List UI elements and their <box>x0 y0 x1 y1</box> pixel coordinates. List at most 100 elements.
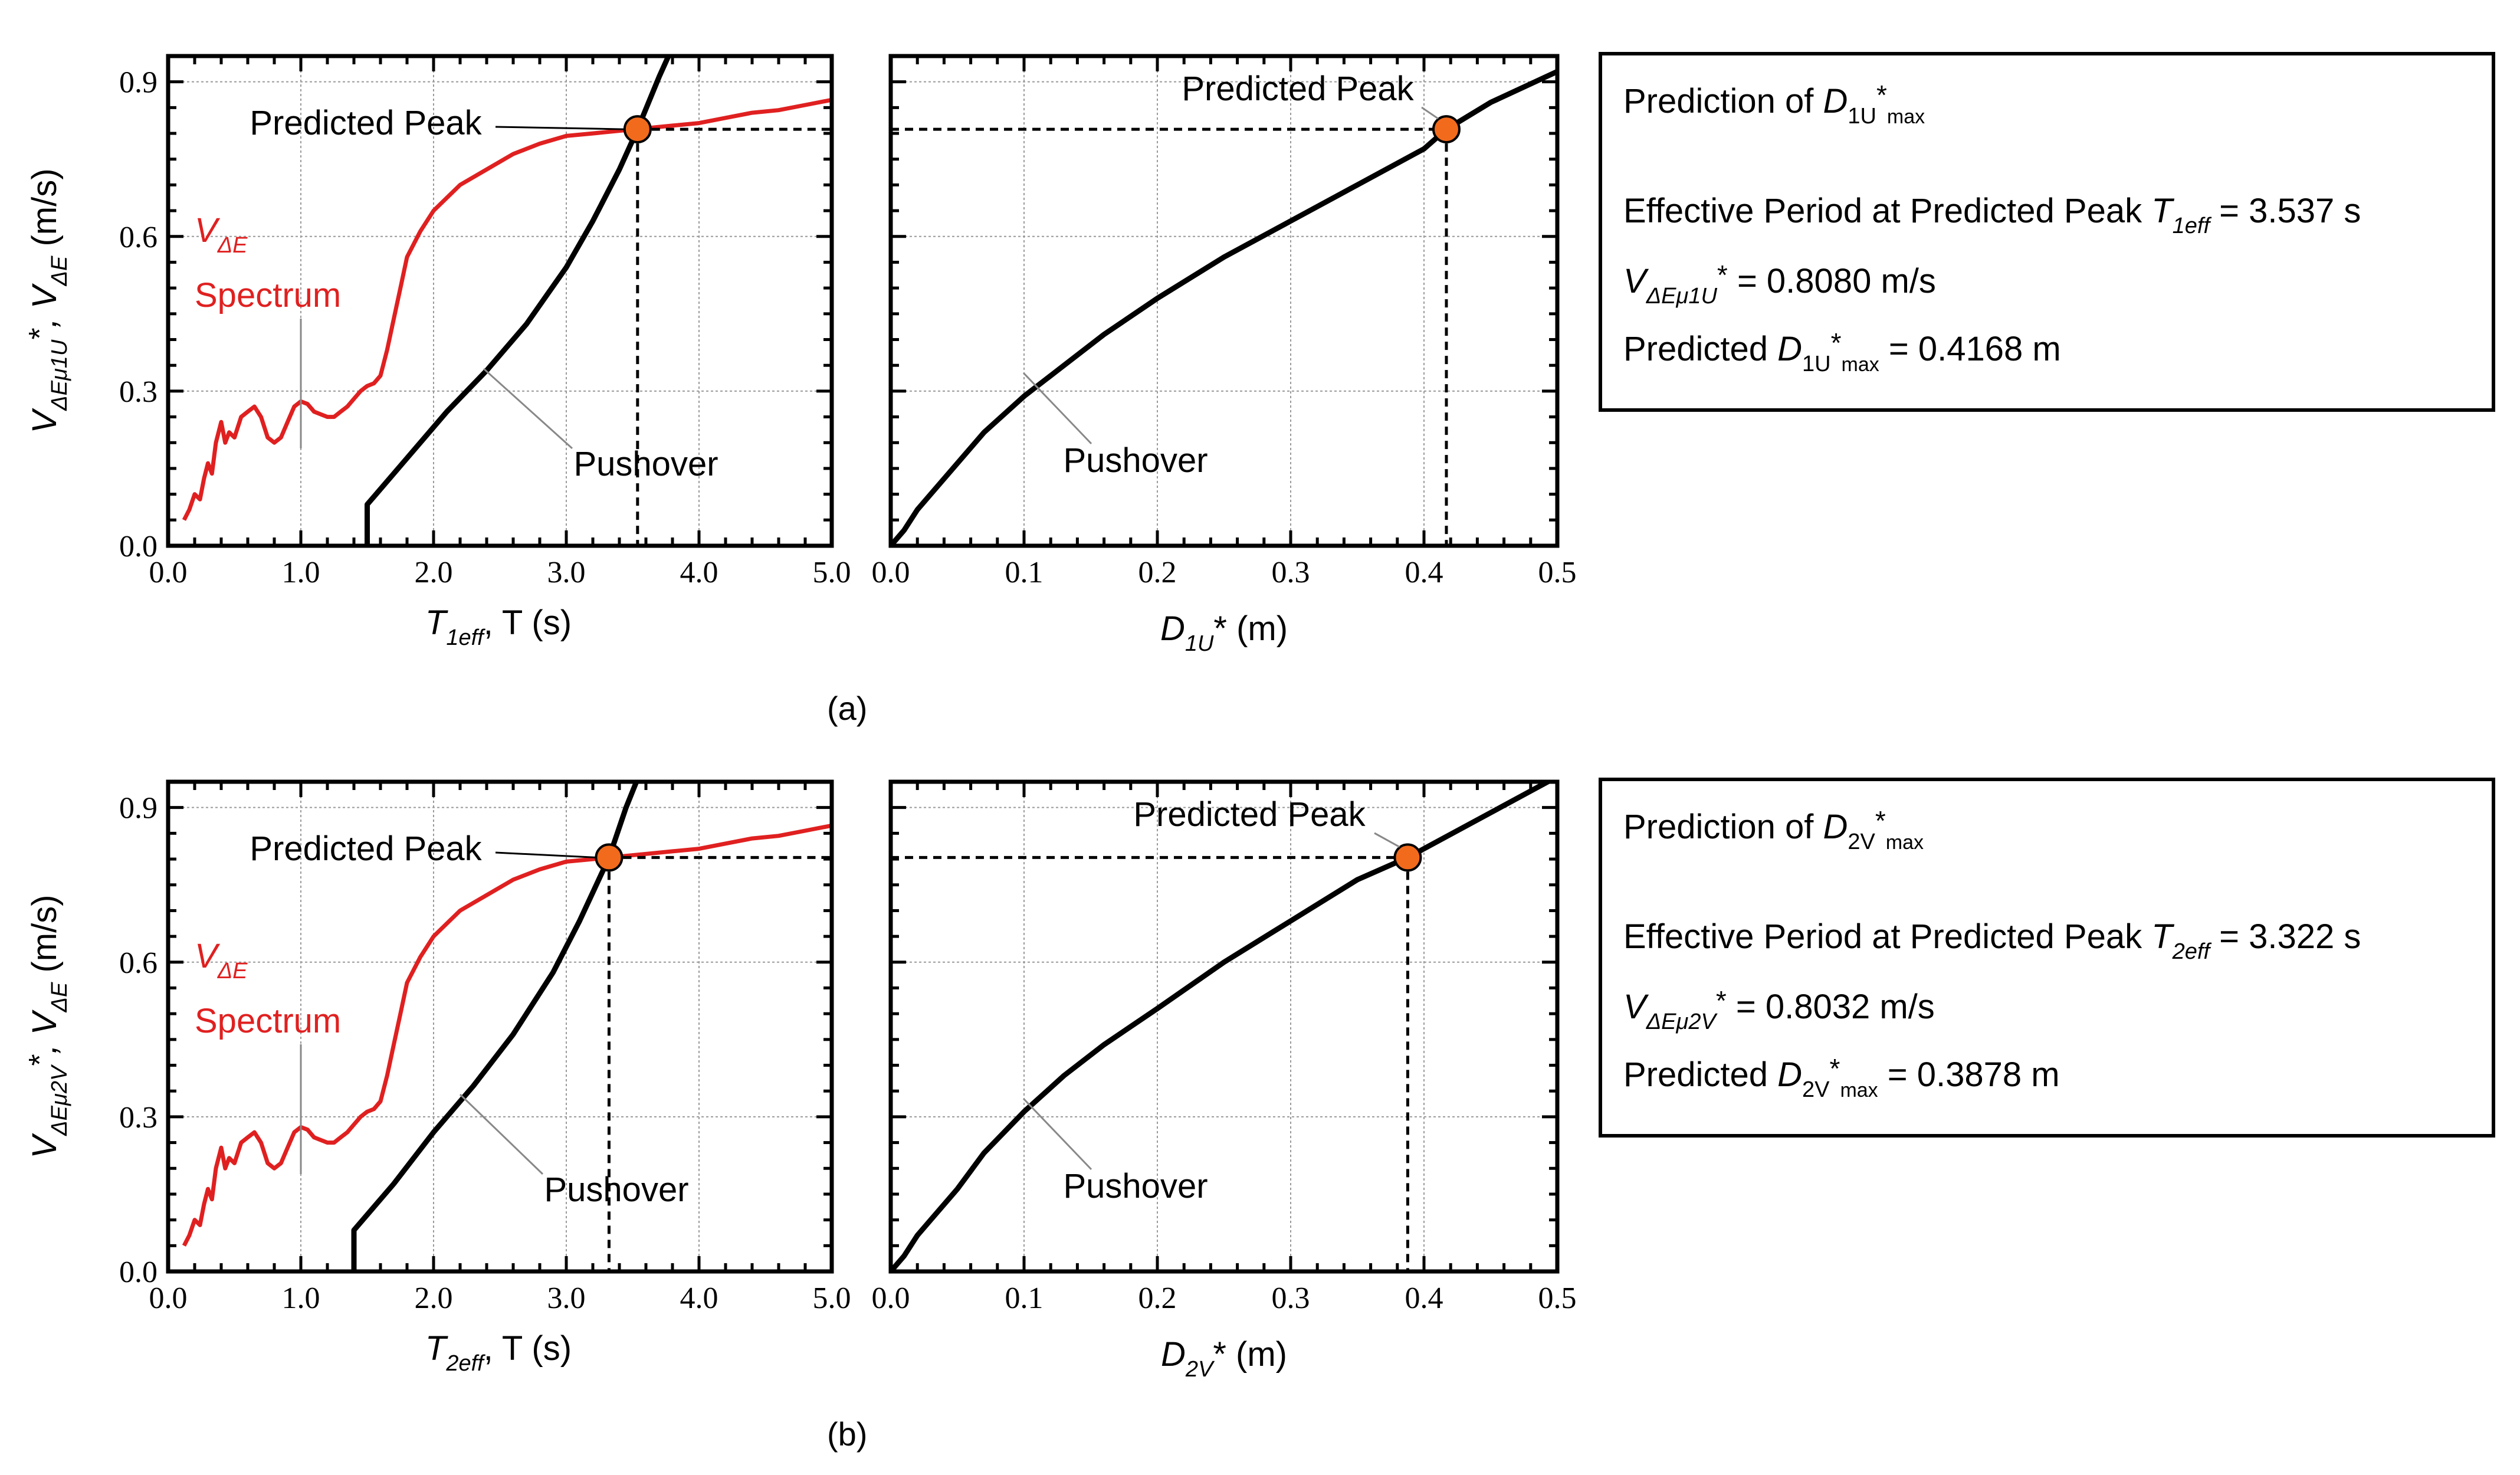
pushover-label-right: Pushover <box>1063 441 1208 480</box>
left-x-axis-label-part: 1eff <box>446 625 485 650</box>
spectrum-line <box>182 97 832 521</box>
left-y-axis-label-part: V <box>25 1133 64 1159</box>
right-x-axis-label-part: D <box>1161 1335 1186 1374</box>
peak-leader-right <box>1421 106 1439 120</box>
predicted-peak-label-right-part: Predicted Peak <box>1133 795 1366 834</box>
plot-frame <box>166 54 834 548</box>
x-tick-label-part: 4.0 <box>680 1281 718 1315</box>
y-tick-label-part: 0.9 <box>119 66 158 100</box>
left-x-axis-label-part: T <box>425 1329 448 1368</box>
x-tick-label-part: 3.0 <box>547 1281 586 1315</box>
left-y-axis-label-part: (m/s) <box>25 894 64 982</box>
info-velocity-b: VΔEμ2V* = 0.8032 m/s <box>1623 985 1935 1034</box>
predicted-peak-marker <box>623 115 652 144</box>
left-y-axis-label-part: (m/s) <box>25 168 64 255</box>
y-tick-label: 0.0 <box>119 1256 158 1289</box>
pushover-leader-right <box>1022 372 1092 445</box>
predicted-peak-label: Predicted Peak <box>250 104 482 142</box>
x-tick-label-part: 0.2 <box>1138 556 1177 589</box>
x-tick-label: 3.0 <box>547 1281 586 1315</box>
left-x-axis-label-part: , T (s) <box>484 604 572 642</box>
x-tick-label: 3.0 <box>547 556 586 589</box>
pushover-line <box>891 782 1554 1271</box>
info-predicted-b: Predicted D2V*max = 0.3878 m <box>1623 1053 2060 1102</box>
y-tick-label: 0.6 <box>119 221 158 254</box>
right-x-axis-label: D2V* (m) <box>1161 1335 1287 1382</box>
plot-0 <box>166 54 834 548</box>
spectrum-symbol: VΔE <box>195 937 248 984</box>
x-tick-label-part: 2.0 <box>415 556 453 589</box>
right-x-axis-label-part: D <box>1160 609 1185 648</box>
pushover-label: Pushover <box>544 1171 688 1209</box>
x-tick-label: 0.1 <box>1005 1281 1044 1315</box>
pushover-label-right: Pushover <box>1063 1167 1208 1205</box>
left-y-axis-label-part: * <box>23 1054 57 1066</box>
peak-leader-right <box>1374 832 1400 848</box>
x-tick-label: 4.0 <box>680 1281 718 1315</box>
info-period-a: Effective Period at Predicted Peak T1eff… <box>1623 192 2361 238</box>
left-y-axis-label-part: ΔE <box>47 255 72 286</box>
x-tick-label: 0.1 <box>1005 556 1044 589</box>
x-tick-label-part: 5.0 <box>813 1281 851 1315</box>
spectrum-label: Spectrum <box>195 276 341 314</box>
pushover-label-part: Pushover <box>573 445 718 483</box>
right-x-axis-label-part: 2V <box>1185 1357 1215 1382</box>
spectrum-line <box>182 823 832 1247</box>
x-tick-label: 0.4 <box>1405 556 1443 589</box>
right-x-axis-label: D1U* (m) <box>1160 609 1288 656</box>
left-y-axis-label-part: , V <box>25 1009 64 1054</box>
pushover-line <box>351 782 639 1271</box>
spectrum-symbol-part: V <box>195 937 221 975</box>
x-tick-label: 0.0 <box>872 1281 910 1315</box>
y-tick-label-part: 0.3 <box>119 375 158 409</box>
left-y-axis-label-part: ΔEμ1U <box>47 339 72 411</box>
x-tick-label: 0.4 <box>1405 1281 1443 1315</box>
x-tick-label-part: 0.3 <box>1272 1281 1310 1315</box>
spectrum-symbol-part: ΔE <box>217 959 248 984</box>
x-tick-label-part: 0.4 <box>1405 556 1443 589</box>
plot-1 <box>888 54 1560 548</box>
spectrum-symbol-part: V <box>195 211 221 250</box>
x-tick-label: 1.0 <box>282 1281 320 1315</box>
y-tick-label-part: 0.3 <box>119 1101 158 1135</box>
x-tick-label-part: 0.0 <box>149 556 188 589</box>
left-y-axis-label-part: * <box>23 327 57 339</box>
caption-b: (b) <box>827 1415 868 1453</box>
info-velocity-a: VΔEμ1U* = 0.8080 m/s <box>1623 260 1936 309</box>
predicted-peak-label: Predicted Peak <box>250 830 482 868</box>
spectrum-label-part: Spectrum <box>195 1002 341 1040</box>
x-tick-label-part: 2.0 <box>415 1281 453 1315</box>
x-tick-label-part: 0.0 <box>872 556 910 589</box>
pushover-label-right-part: Pushover <box>1063 1167 1208 1205</box>
pushover-leader-right <box>1022 1097 1092 1171</box>
y-tick-label: 0.3 <box>119 1101 158 1135</box>
plot-3 <box>888 779 1560 1274</box>
left-x-axis-label: T1eff, T (s) <box>425 604 572 650</box>
x-tick-label: 5.0 <box>813 1281 851 1315</box>
left-x-axis-label-part: T <box>425 604 448 642</box>
x-tick-label: 0.5 <box>1538 1281 1577 1315</box>
x-tick-label: 0.0 <box>872 556 910 589</box>
x-tick-label: 4.0 <box>680 556 718 589</box>
plot-frame <box>888 779 1560 1274</box>
info-title-b: Prediction of D2V*max <box>1623 805 1924 854</box>
x-tick-label-part: 0.3 <box>1272 556 1310 589</box>
pushover-label-part: Pushover <box>544 1171 688 1209</box>
y-tick-label: 0.3 <box>119 375 158 409</box>
pushover-line <box>891 69 1557 546</box>
x-tick-label-part: 1.0 <box>282 1281 320 1315</box>
x-tick-label-part: 0.0 <box>872 1281 910 1315</box>
spectrum-label: Spectrum <box>195 1002 341 1040</box>
plot-frame <box>166 779 834 1274</box>
x-tick-label: 2.0 <box>415 1281 453 1315</box>
x-tick-label-part: 3.0 <box>547 556 586 589</box>
x-tick-label-part: 0.4 <box>1405 1281 1443 1315</box>
y-tick-label-part: 0.6 <box>119 221 158 254</box>
y-tick-label-part: 0.9 <box>119 792 158 825</box>
info-box-a: Prediction of D1U*max Effective Period a… <box>1599 52 2495 412</box>
x-tick-label: 0.2 <box>1138 556 1177 589</box>
predicted-peak-label-right: Predicted Peak <box>1182 70 1414 108</box>
x-tick-label-part: 1.0 <box>282 556 320 589</box>
predicted-peak-label-right-part: Predicted Peak <box>1182 70 1414 108</box>
y-tick-label-part: 0.0 <box>119 530 158 563</box>
